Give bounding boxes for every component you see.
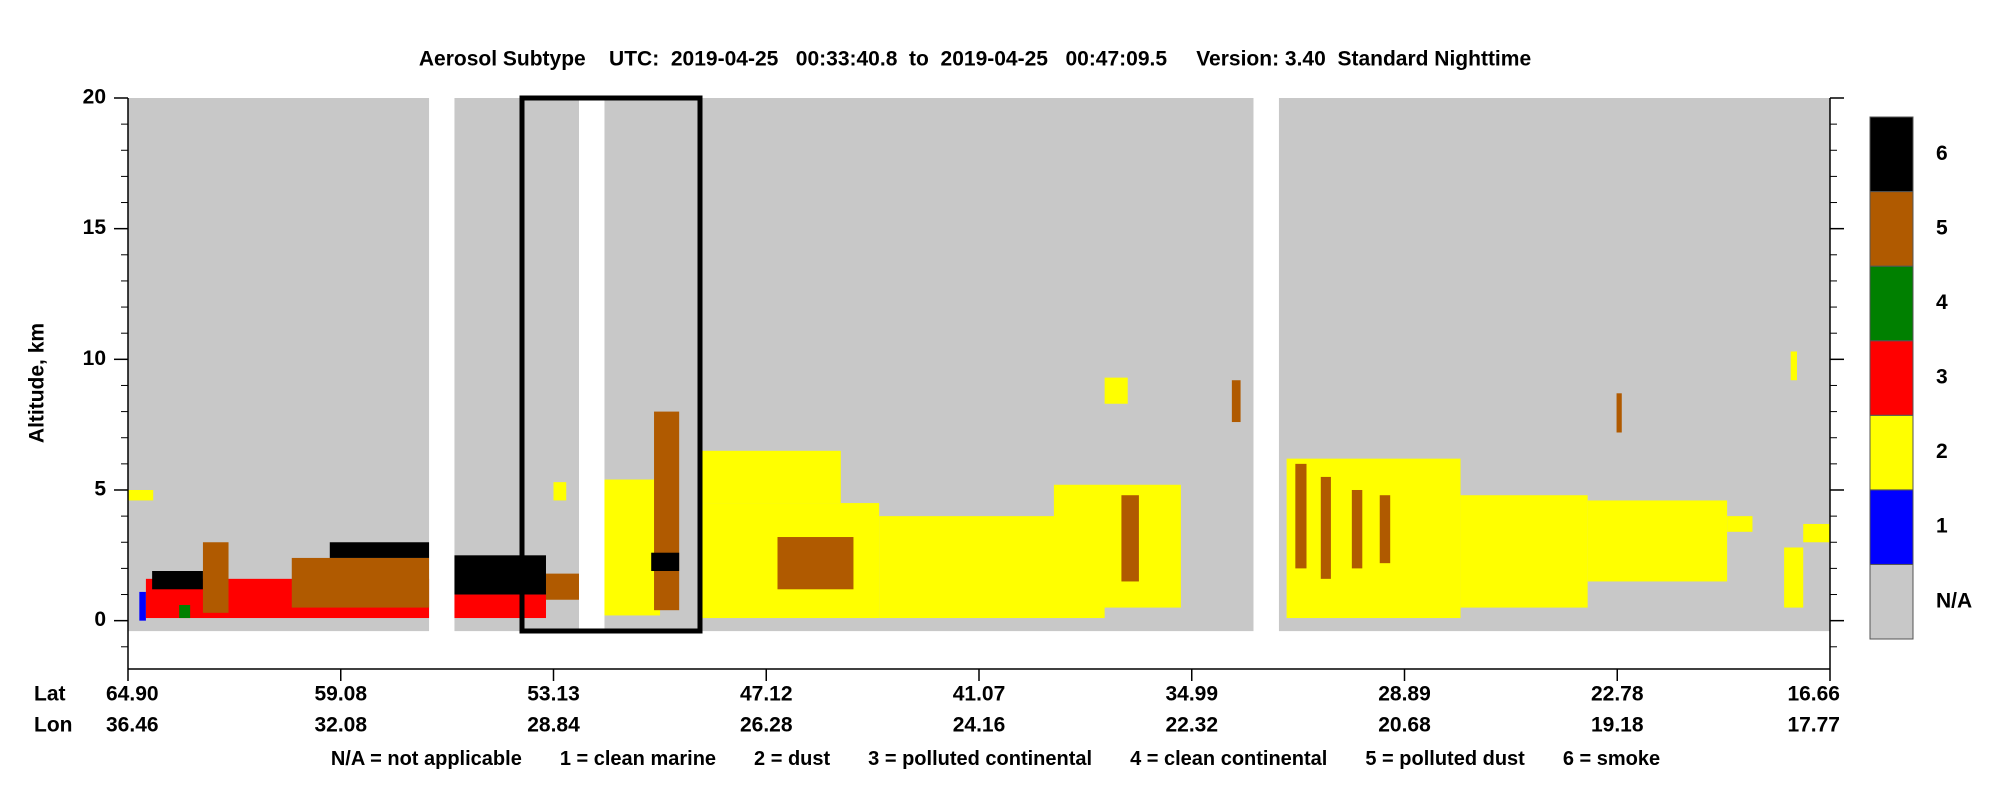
aerosol-layer (329, 542, 430, 558)
aerosol-layer (1803, 523, 1830, 543)
aerosol-layer (152, 571, 203, 590)
aerosol-layer (654, 411, 680, 611)
lat-label: 16.66 (1787, 683, 1840, 706)
lat-label: 22.78 (1591, 683, 1644, 706)
aerosol-layer (202, 542, 229, 613)
aerosol-layer (604, 479, 661, 616)
legend-entry: N/A = not applicable (330, 748, 522, 770)
colorbar-cell (1869, 489, 1914, 565)
aerosol-layer (553, 482, 567, 501)
y-tick-label: 20 (83, 86, 106, 109)
lat-label: 64.90 (106, 683, 159, 706)
colorbar-cell (1869, 563, 1914, 640)
colorbar-cell (1869, 265, 1914, 342)
lat-title: Lat (34, 683, 66, 706)
colorbar-cell (1869, 414, 1914, 491)
aerosol-layer (1295, 463, 1307, 569)
legend-entry: 5 = polluted dust (1365, 748, 1525, 770)
aerosol-layer (777, 537, 854, 590)
colorbar-cell (1869, 116, 1914, 193)
colorbar-label: 6 (1936, 142, 1948, 165)
aerosol-layer (1121, 495, 1139, 582)
y-tick-label: 5 (94, 478, 106, 501)
aerosol-layer (291, 557, 430, 608)
lon-label: 36.46 (106, 714, 159, 737)
y-tick-label: 0 (94, 608, 106, 631)
aerosol-layer (1104, 377, 1128, 404)
aerosol-layer (454, 555, 546, 595)
aerosol-layer (545, 573, 579, 600)
aerosol-layer (1587, 500, 1728, 582)
aerosol-layer (1616, 393, 1622, 433)
legend-entry: 1 = clean marine (559, 748, 717, 770)
aerosol-layer (1351, 489, 1363, 569)
legend-entry: 2 = dust (754, 748, 831, 770)
aerosol-layer (1286, 458, 1461, 619)
lat-label: 34.99 (1165, 683, 1218, 706)
lat-label: 59.08 (314, 683, 367, 706)
colorbar-cell (1869, 191, 1914, 267)
colorbar-label: 2 (1936, 440, 1948, 463)
highlight-box (519, 95, 703, 634)
legend-entry: 6 = smoke (1562, 748, 1661, 770)
aerosol-layer (1790, 351, 1797, 381)
lon-label: 17.77 (1787, 714, 1840, 737)
na-region (454, 98, 579, 632)
aerosol-layer (128, 489, 154, 501)
lon-label: 32.08 (314, 714, 367, 737)
lon-label: 26.28 (740, 714, 793, 737)
legend-entry: 3 = polluted continental (868, 748, 1093, 770)
plot-area (128, 98, 1830, 632)
aerosol-layer (179, 604, 191, 619)
lat-label: 41.07 (953, 683, 1006, 706)
lat-label: 28.89 (1378, 683, 1431, 706)
aerosol-layer (139, 591, 146, 621)
lon-label: 24.16 (953, 714, 1006, 737)
aerosol-layer (454, 594, 546, 619)
aerosol-layer (1320, 476, 1331, 579)
aerosol-layer (1231, 380, 1241, 423)
lon-label: 28.84 (527, 714, 580, 737)
aerosol-layer (1379, 495, 1391, 564)
footer-legend: N/A = not applicable 1 = clean marine 2 = … (0, 748, 1991, 771)
colorbar-label: 3 (1936, 366, 1948, 389)
colorbar-label: N/A (1936, 589, 1972, 612)
lon-title: Lon (34, 714, 72, 737)
y-axis-label: Altitude, km (26, 323, 49, 443)
y-tick-label: 15 (83, 216, 107, 239)
y-tick-label: 10 (83, 347, 106, 370)
lon-label: 20.68 (1378, 714, 1431, 737)
lat-label: 53.13 (527, 683, 580, 706)
aerosol-layer (702, 450, 841, 504)
colorbar-label: 5 (1936, 216, 1948, 239)
colorbar-label: 1 (1936, 515, 1948, 538)
aerosol-layer (651, 552, 680, 572)
lon-label: 19.18 (1591, 714, 1644, 737)
chart-title: Aerosol Subtype UTC: 2019-04-25 00:33:40… (419, 48, 1531, 71)
aerosol-layer (1053, 484, 1181, 608)
colorbar-cell (1869, 340, 1914, 416)
lat-label: 47.12 (740, 683, 793, 706)
aerosol-layer (1727, 516, 1753, 532)
aerosol-layer (1460, 495, 1588, 608)
legend-entry: 4 = clean continental (1130, 748, 1328, 770)
colorbar-label: 4 (1936, 291, 1948, 314)
aerosol-layer (1784, 547, 1804, 608)
lon-label: 22.32 (1165, 714, 1218, 737)
